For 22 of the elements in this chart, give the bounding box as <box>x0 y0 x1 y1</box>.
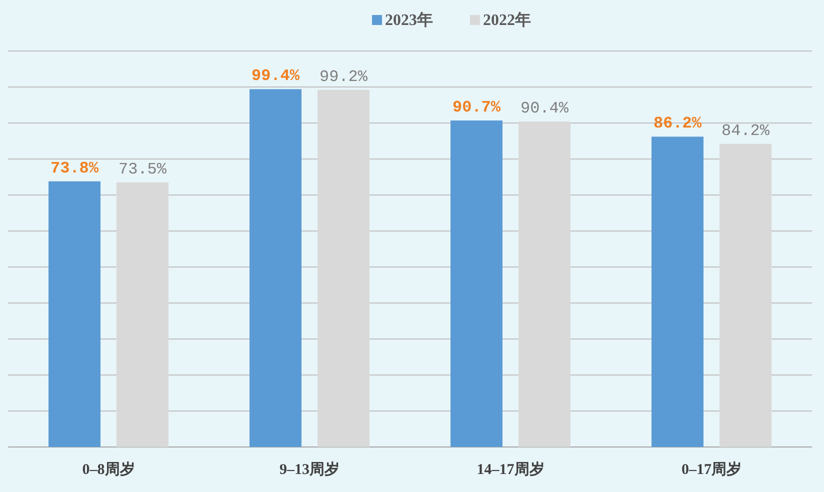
data-label: 86.2% <box>653 114 702 133</box>
data-label: 84.2% <box>721 122 770 140</box>
bar <box>450 120 502 447</box>
bar <box>116 182 168 447</box>
data-label: 90.7% <box>452 98 501 116</box>
data-label: 90.4% <box>520 100 569 118</box>
legend-label: 2023年 <box>385 11 433 29</box>
x-tick-label: 9–13周岁 <box>280 461 340 478</box>
legend-label: 2022年 <box>483 11 531 29</box>
data-label: 99.4% <box>251 67 300 86</box>
x-tick-label: 14–17周岁 <box>476 461 544 478</box>
bar <box>652 136 704 447</box>
data-label: 99.2% <box>319 68 368 86</box>
x-tick-label: 0–8周岁 <box>82 461 135 478</box>
data-label: 73.8% <box>50 159 99 178</box>
bar <box>720 144 772 447</box>
bar <box>250 89 302 447</box>
data-label: 73.5% <box>118 160 167 178</box>
bar <box>48 181 100 447</box>
x-tick-label: 0–17周岁 <box>682 461 742 478</box>
bar <box>518 122 570 447</box>
bar <box>318 90 370 447</box>
